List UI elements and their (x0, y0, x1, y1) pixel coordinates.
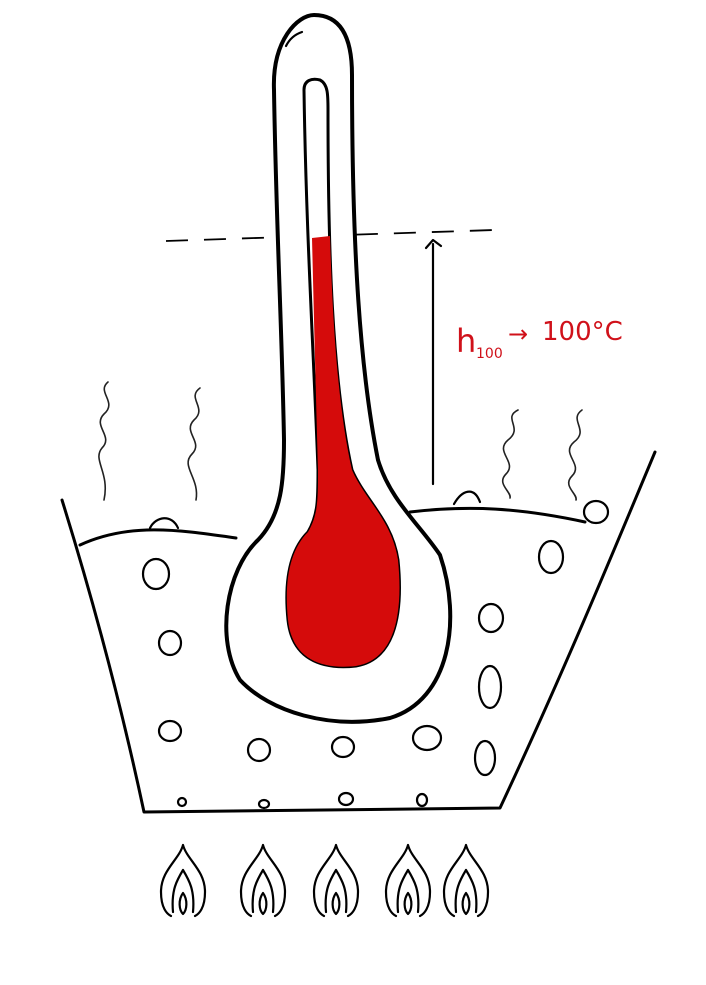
flame (442, 843, 490, 918)
steam-wisp (501, 409, 519, 499)
bubble (477, 602, 505, 634)
glass-highlight (284, 30, 304, 48)
water-surface-right (408, 506, 587, 524)
thermometer (224, 13, 453, 724)
steam-wisp (187, 387, 201, 501)
bubble (411, 724, 443, 752)
bubble (473, 739, 497, 777)
water-surface-left (78, 528, 238, 547)
label-arrow: → (508, 320, 528, 348)
bubble (257, 798, 271, 810)
height-arrow (424, 238, 443, 486)
burner-flames (159, 843, 490, 918)
bubble (176, 796, 188, 808)
surface-bubble (452, 490, 482, 506)
flame (239, 843, 287, 918)
bubble (246, 737, 272, 763)
steam-wisp (98, 381, 110, 501)
flame (312, 843, 360, 918)
bubble (330, 735, 356, 759)
steam-wisp (567, 409, 583, 501)
bubble (157, 629, 183, 657)
height-arrow-head (424, 238, 443, 250)
water-bubbles (141, 539, 565, 810)
flame (159, 843, 207, 918)
pot-outline (60, 450, 657, 814)
steam-wisps (98, 381, 583, 501)
surface-bubble (582, 499, 610, 525)
flame (384, 843, 432, 918)
height-label: h 100 → 100°C (456, 317, 623, 362)
bubble (477, 664, 503, 710)
bubble (415, 792, 429, 808)
bubble (337, 791, 355, 807)
temperature-value: 100°C (542, 317, 623, 347)
bubble (141, 557, 171, 591)
pot (60, 450, 657, 814)
height-symbol: h (456, 322, 476, 360)
surface-bubble (148, 517, 180, 530)
height-subscript: 100 (476, 346, 503, 362)
mercury-column (286, 236, 400, 667)
bubble (537, 539, 565, 575)
bubble (157, 719, 183, 743)
